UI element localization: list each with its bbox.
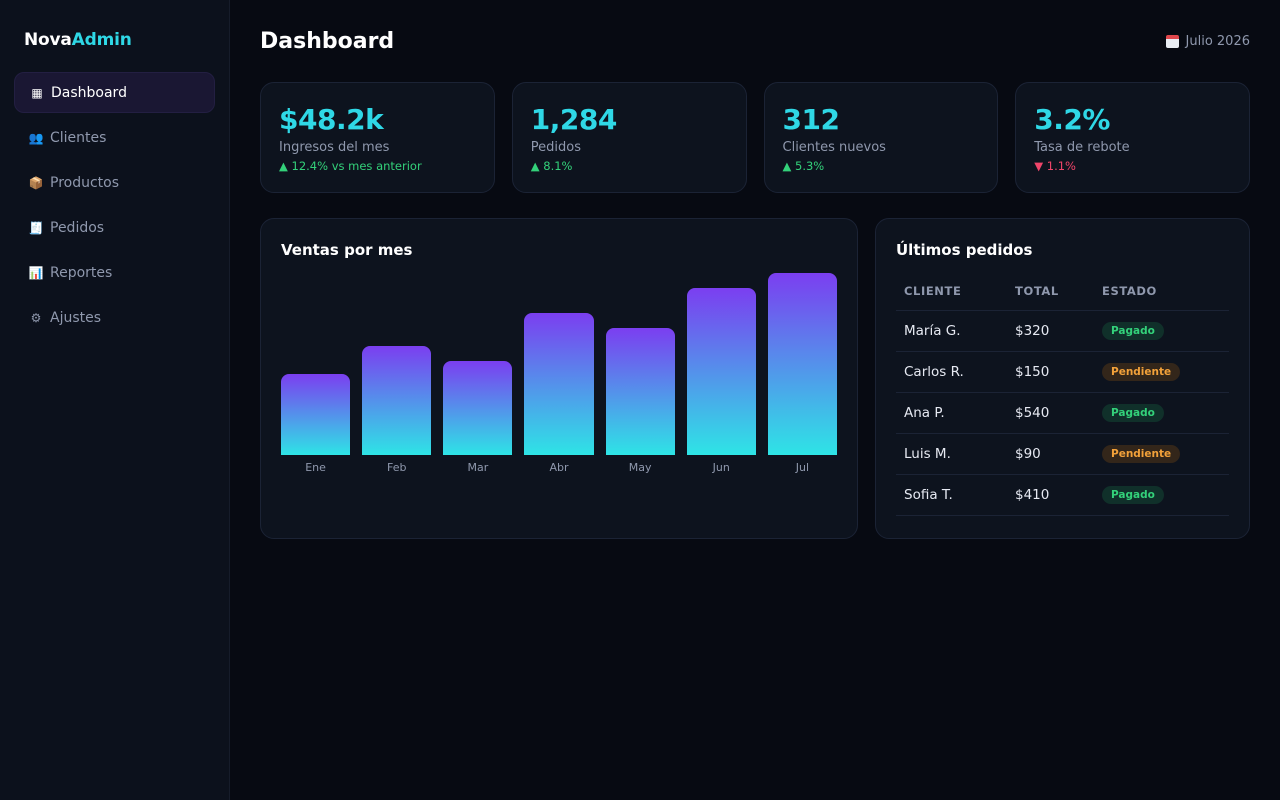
sidebar-item-label: Pedidos — [50, 219, 105, 236]
chart-x-tick-label: Mar — [467, 461, 489, 474]
order-status-cell: Pagado — [1094, 310, 1229, 352]
sidebar-item-label: Productos — [50, 174, 120, 191]
stat-label: Tasa de rebote — [1034, 140, 1130, 155]
order-client: María G. — [896, 310, 1007, 352]
order-client: Carlos R. — [896, 351, 1007, 393]
table-row[interactable]: Sofia T. $410 Pagado — [896, 474, 1229, 516]
brand-name-first: Nova — [24, 30, 72, 50]
date-selector[interactable]: Julio 2026 — [1165, 33, 1250, 49]
stat-delta: ▼ 1.1% — [1034, 159, 1076, 173]
sidebar-item-label: Reportes — [50, 264, 113, 281]
chart-bar-may — [605, 328, 675, 455]
table-row[interactable]: María G. $320 Pagado — [896, 310, 1229, 352]
table-row[interactable]: Carlos R. $150 Pendiente — [896, 351, 1229, 393]
users-icon: 👥 — [28, 130, 44, 145]
main-content: Dashboard Julio 2026 $48.2k Ingresos del… — [260, 0, 1250, 539]
table-header-row: CLIENTE TOTAL ESTADO — [896, 284, 1229, 311]
stat-value: $48.2k — [279, 103, 384, 136]
stats-row: $48.2k Ingresos del mes ▲ 12.4% vs mes a… — [260, 82, 1250, 193]
chart-icon: 📊 — [28, 265, 44, 280]
table-row[interactable]: Luis M. $90 Pendiente — [896, 433, 1229, 475]
order-total: $410 — [1007, 474, 1094, 516]
stat-value: 1,284 — [530, 103, 618, 136]
chart-x-axis: Ene Feb Mar Abr May Jun Jul — [281, 461, 837, 474]
order-status-cell: Pagado — [1094, 474, 1229, 516]
order-status-cell: Pagado — [1094, 392, 1229, 434]
orders-table-body: María G. $320 Pagado Carlos R. $150 Pendiente… — [896, 310, 1229, 516]
sidebar-item-reportes[interactable]: 📊 Reportes — [14, 252, 215, 293]
chart-bar-abr — [524, 313, 594, 455]
order-client: Sofia T. — [896, 474, 1007, 516]
receipt-icon: 🧾 — [28, 220, 44, 235]
calendar-icon — [1165, 34, 1179, 48]
chart-bar-ene — [281, 374, 351, 455]
order-status-cell: Pendiente — [1094, 351, 1229, 393]
package-icon: 📦 — [28, 175, 44, 190]
chart-bar-feb — [362, 346, 432, 455]
order-client: Ana P. — [896, 392, 1007, 434]
stat-card-orders: 1,284 Pedidos ▲ 8.1% — [511, 82, 747, 193]
stat-label: Ingresos del mes — [279, 140, 390, 155]
sidebar-item-dashboard[interactable]: ▦ Dashboard — [14, 72, 215, 113]
stat-label: Pedidos — [530, 140, 581, 155]
stat-delta: ▲ 5.3% — [782, 159, 825, 173]
stat-value: 3.2% — [1034, 103, 1110, 136]
order-total: $540 — [1007, 392, 1094, 434]
status-badge: Pagado — [1102, 322, 1164, 340]
sidebar-item-label: Ajustes — [50, 309, 102, 326]
order-status-cell: Pendiente — [1094, 433, 1229, 475]
brand-name-second: Admin — [71, 30, 132, 50]
sidebar-item-productos[interactable]: 📦 Productos — [14, 162, 215, 203]
status-badge: Pendiente — [1102, 445, 1181, 463]
chart-bar-jul — [767, 272, 837, 455]
chart-x-tick-label: Abr — [549, 461, 569, 474]
chart-bar-mar — [443, 361, 513, 455]
page-title: Dashboard — [260, 28, 395, 54]
status-badge: Pagado — [1102, 404, 1164, 422]
table-row[interactable]: Ana P. $540 Pagado — [896, 392, 1229, 434]
order-client: Luis M. — [896, 433, 1007, 475]
order-total: $90 — [1007, 433, 1094, 475]
brand-logo[interactable]: NovaAdmin — [14, 30, 215, 50]
status-badge: Pendiente — [1102, 363, 1181, 381]
grid-icon: ▦ — [31, 85, 43, 100]
chart-x-tick-label: Jun — [712, 461, 730, 474]
content-row: Ventas por mes Ene Feb Mar Abr May Jun Jul Últ… — [260, 218, 1250, 539]
sidebar: NovaAdmin ▦ Dashboard 👥 Clientes 📦 Produ… — [0, 0, 230, 800]
chart-bars — [281, 271, 837, 455]
page-header: Dashboard Julio 2026 — [260, 0, 1250, 82]
chart-x-tick-label: May — [628, 461, 652, 474]
stat-label: Clientes nuevos — [782, 140, 886, 155]
orders-title: Últimos pedidos — [896, 241, 1033, 259]
orders-table: CLIENTE TOTAL ESTADO María G. $320 Pagado C… — [896, 284, 1229, 516]
sidebar-item-clientes[interactable]: 👥 Clientes — [14, 117, 215, 158]
stat-value: 312 — [782, 103, 840, 136]
chart-x-tick-label: Ene — [305, 461, 326, 474]
column-header-total: TOTAL — [1007, 284, 1094, 311]
chart-x-tick-label: Jul — [795, 461, 810, 474]
sidebar-item-label: Clientes — [50, 129, 107, 146]
stat-card-bounce-rate: 3.2% Tasa de rebote ▼ 1.1% — [1015, 82, 1250, 193]
chart-title: Ventas por mes — [281, 241, 413, 259]
gear-icon: ⚙ — [30, 310, 42, 325]
sidebar-item-label: Dashboard — [51, 84, 127, 101]
sales-bar-chart: Ene Feb Mar Abr May Jun Jul — [281, 271, 837, 486]
sidebar-item-ajustes[interactable]: ⚙ Ajustes — [14, 297, 215, 338]
column-header-cliente: CLIENTE — [896, 284, 1007, 311]
stat-delta: ▲ 12.4% vs mes anterior — [279, 159, 422, 173]
chart-bar-jun — [686, 287, 756, 455]
sidebar-item-pedidos[interactable]: 🧾 Pedidos — [14, 207, 215, 248]
column-header-estado: ESTADO — [1094, 284, 1229, 311]
status-badge: Pagado — [1102, 486, 1164, 504]
chart-x-tick-label: Feb — [386, 461, 407, 474]
recent-orders-card: Últimos pedidos CLIENTE TOTAL ESTADO Mar… — [875, 218, 1250, 539]
stat-card-revenue: $48.2k Ingresos del mes ▲ 12.4% vs mes a… — [260, 82, 495, 193]
order-total: $150 — [1007, 351, 1094, 393]
sales-chart-card: Ventas por mes Ene Feb Mar Abr May Jun Jul — [260, 218, 858, 539]
order-total: $320 — [1007, 310, 1094, 352]
date-label: Julio 2026 — [1185, 33, 1250, 49]
stat-delta: ▲ 8.1% — [530, 159, 573, 173]
stat-card-new-clients: 312 Clientes nuevos ▲ 5.3% — [763, 82, 999, 193]
